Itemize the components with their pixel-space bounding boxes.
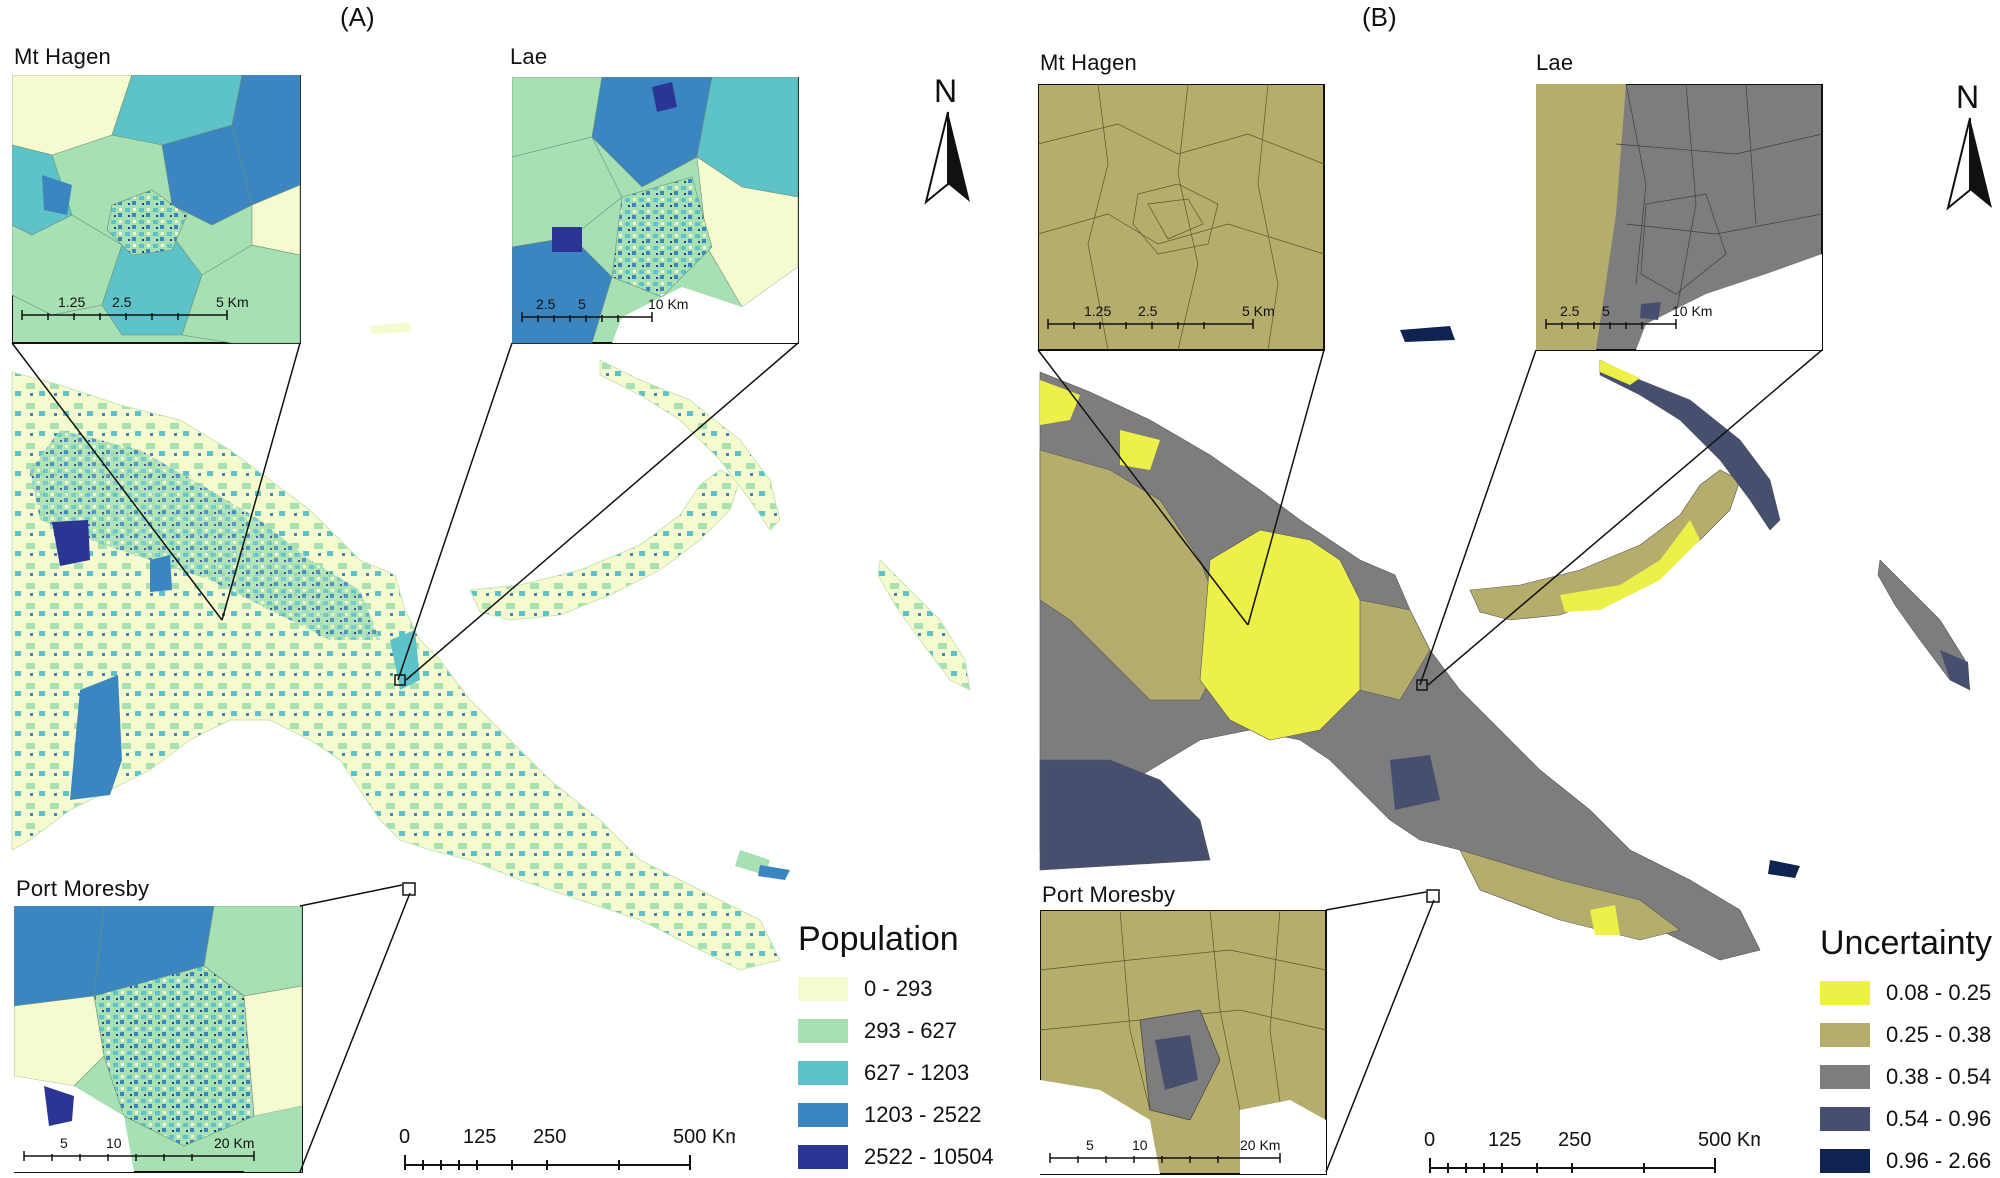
legend-item: 2522 - 10504 — [798, 1142, 994, 1172]
north-arrow-icon: N — [1946, 79, 1992, 211]
inset-scale-label: 10 — [1132, 1137, 1148, 1153]
legend-swatch — [1820, 1023, 1870, 1047]
inset-scale-label: 5 Km — [1242, 303, 1275, 319]
scale-bar-a: 0 125 250 500 Km — [399, 1126, 735, 1170]
legend-label: 627 - 1203 — [864, 1060, 970, 1085]
legend-label: 0.08 - 0.25 — [1886, 980, 1992, 1005]
inset-scale-label: 10 — [106, 1135, 122, 1151]
legend-item: 1203 - 2522 — [798, 1100, 981, 1130]
dark-region — [150, 555, 172, 592]
legend-label: 2522 - 10504 — [864, 1144, 994, 1169]
inset-scale-label: 20 Km — [214, 1135, 254, 1151]
legend-swatch — [1820, 1107, 1870, 1131]
inset-scale-label: 2.5 — [536, 296, 556, 312]
inset-scale-label: 5 — [60, 1135, 68, 1151]
legend-item: 0.08 - 0.25 — [1820, 978, 1991, 1008]
legend-label: 1203 - 2522 — [864, 1102, 982, 1127]
scale-bar-b: 0 125 250 500 Km — [1424, 1129, 1760, 1173]
inset-scale-label: 5 — [1602, 303, 1610, 319]
legend-label: 0.38 - 0.54 — [1886, 1064, 1992, 1089]
legend-item: 0 - 293 — [798, 974, 933, 1004]
scale-label: 0 — [399, 1126, 410, 1148]
panel-label-a: (A) — [340, 2, 375, 32]
inset-title-port-moresby-b: Port Moresby — [1042, 882, 1176, 907]
legend-item: 0.25 - 0.38 — [1820, 1020, 1991, 1050]
legend-swatch — [798, 977, 848, 1001]
inset-scale-label: 10 Km — [648, 296, 688, 312]
inset-scale-label: 1.25 — [58, 294, 85, 310]
legend-title-uncertainty: Uncertainty — [1820, 924, 1992, 962]
legend-title-population: Population — [798, 920, 959, 958]
inset-scale-label: 10 Km — [1672, 303, 1712, 319]
scale-label: 500 Km — [673, 1126, 735, 1148]
region-dark-sw — [1039, 759, 1211, 871]
region-dark-mid — [1390, 755, 1440, 810]
inset-port-moresby-b: 5 10 20 Km — [1040, 910, 1327, 1175]
legend-label: 293 - 627 — [864, 1018, 957, 1043]
legend-swatch — [1820, 981, 1870, 1005]
inset-port-moresby: 5 10 20 Km — [14, 906, 303, 1173]
legend-label: 0 - 293 — [864, 976, 933, 1001]
bougainville — [877, 558, 971, 691]
inset-scale-label: 2.5 — [1560, 303, 1580, 319]
legend-swatch — [1820, 1149, 1870, 1173]
panel-label-b: (B) — [1362, 2, 1397, 32]
scale-label: 125 — [463, 1126, 496, 1148]
legend-swatch — [798, 1145, 848, 1169]
inset-title-lae-b: Lae — [1536, 50, 1574, 75]
legend-item: 0.96 - 2.66 — [1820, 1146, 1991, 1176]
inset-mt-hagen-b: 1.25 2.5 5 Km — [1038, 84, 1325, 351]
inset-title-mt-hagen: Mt Hagen — [14, 44, 111, 69]
inset-scale-label: 5 — [578, 296, 586, 312]
inset-scale-label: 20 Km — [1240, 1137, 1280, 1153]
manus — [370, 322, 412, 334]
legend-swatch — [798, 1103, 848, 1127]
north-label: N — [1956, 79, 1979, 115]
new-britain — [469, 469, 741, 621]
manus — [1400, 326, 1455, 342]
region-yellow-se — [1590, 905, 1620, 935]
inset-title-port-moresby: Port Moresby — [16, 876, 150, 901]
scale-label: 250 — [533, 1126, 566, 1148]
scale-label: 0 — [1424, 1129, 1435, 1151]
legend-item: 0.54 - 0.96 — [1820, 1104, 1991, 1134]
louisiade — [758, 865, 790, 880]
north-label: N — [934, 73, 957, 109]
milne-island — [1768, 860, 1800, 878]
inset-scale-label: 2.5 — [112, 294, 132, 310]
scale-label: 125 — [1488, 1129, 1521, 1151]
legend-label: 0.54 - 0.96 — [1886, 1106, 1992, 1131]
inset-scale-label: 5 — [1086, 1137, 1094, 1153]
legend-item: 293 - 627 — [798, 1016, 957, 1046]
inset-mt-hagen: 1.25 2.5 5 Km — [12, 75, 301, 344]
inset-scale-label: 1.25 — [1084, 303, 1111, 319]
legend-item: 0.38 - 0.54 — [1820, 1062, 1991, 1092]
legend-label: 0.25 - 0.38 — [1886, 1022, 1992, 1047]
scale-label: 250 — [1558, 1129, 1591, 1151]
scale-label: 500 Km — [1698, 1129, 1760, 1151]
legend-swatch — [798, 1019, 848, 1043]
region-khaki-south — [1459, 849, 1681, 941]
dark-region — [70, 675, 122, 800]
inset-title-lae: Lae — [510, 44, 548, 69]
legend-swatch — [798, 1061, 848, 1085]
bougainville-dark — [1940, 650, 1970, 690]
legend-item: 627 - 1203 — [798, 1058, 969, 1088]
legend-swatch — [1820, 1065, 1870, 1089]
inset-scale-label: 5 Km — [216, 294, 249, 310]
inset-title-mt-hagen-b: Mt Hagen — [1040, 50, 1137, 75]
inset-lae-b: 2.5 5 10 Km — [1536, 84, 1823, 351]
inset-lae: 2.5 5 10 Km — [512, 77, 799, 344]
inset-scale-label: 2.5 — [1138, 303, 1158, 319]
region-khaki-east — [1359, 599, 1431, 701]
legend-label: 0.96 - 2.66 — [1886, 1148, 1992, 1173]
north-arrow-icon: N — [924, 73, 970, 205]
